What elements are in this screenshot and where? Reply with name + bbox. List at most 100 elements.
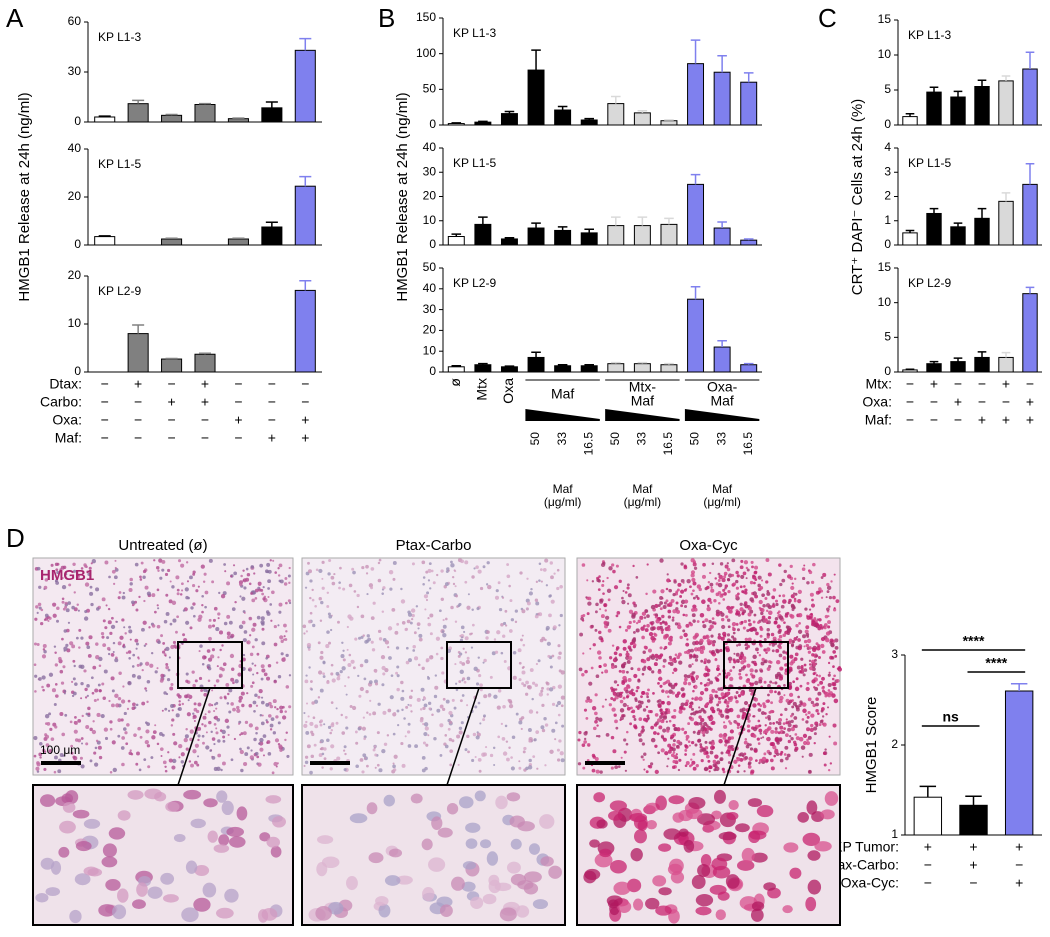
cell: [750, 747, 753, 750]
nucleus: [820, 809, 834, 819]
cell: [43, 644, 47, 648]
error-bar: [584, 229, 594, 233]
cell: [486, 630, 490, 634]
cell: [638, 700, 641, 703]
cell: [128, 650, 132, 654]
cell: [791, 594, 795, 598]
cell: [672, 619, 675, 622]
cell: [210, 731, 212, 733]
cell: [326, 630, 330, 634]
cell: [761, 711, 765, 715]
cell: [512, 736, 516, 740]
cell: [288, 705, 291, 708]
cell: [747, 725, 750, 728]
micrograph-title: Oxa-Cyc: [679, 537, 738, 554]
cell: [143, 621, 147, 625]
cell: [283, 624, 287, 628]
cell: [132, 703, 136, 707]
cell: [506, 758, 510, 762]
cell: [197, 734, 200, 737]
cell: [268, 570, 272, 574]
bar: [581, 233, 597, 245]
cell: [314, 744, 317, 747]
cell: [669, 656, 672, 659]
cell: [549, 750, 553, 754]
cell: [361, 566, 364, 569]
cell: [145, 586, 149, 590]
cell: [721, 625, 725, 629]
cell: [464, 681, 467, 684]
cell: [654, 662, 658, 666]
bar: [195, 354, 215, 372]
cell: [775, 617, 779, 621]
cell: [603, 663, 607, 667]
cell: [740, 603, 743, 606]
cell: [184, 738, 188, 742]
cell: [435, 674, 437, 676]
cell: [252, 674, 254, 676]
cell: [595, 693, 598, 696]
cell: [505, 725, 508, 728]
cell: [798, 646, 802, 650]
cell: [428, 707, 431, 710]
dose-unit: (μg/ml): [703, 495, 741, 509]
cell: [828, 662, 830, 664]
cell: [599, 770, 602, 773]
cell: [85, 696, 87, 698]
cell: [792, 680, 795, 683]
cell: [824, 748, 826, 750]
cell: [256, 672, 258, 674]
cell: [480, 587, 483, 590]
cell: [667, 627, 671, 631]
cell: [328, 612, 331, 615]
cell: [257, 616, 261, 620]
cell: [261, 697, 263, 699]
cell: [328, 559, 331, 562]
bar: [951, 227, 965, 245]
cell: [89, 728, 92, 731]
cell: [804, 668, 808, 672]
cell: [141, 562, 144, 565]
cell: [118, 596, 121, 599]
cell: [680, 590, 684, 594]
cell: [234, 601, 236, 603]
cell: [757, 652, 759, 654]
dose-label: 16.5: [741, 432, 755, 456]
cell: [323, 723, 325, 725]
cell: [747, 729, 750, 732]
cell: [365, 690, 368, 693]
significance-label: ****: [985, 655, 1007, 671]
cell: [440, 705, 444, 709]
cell: [658, 670, 661, 673]
cell: [99, 689, 102, 692]
cell: [609, 703, 612, 706]
cell: [278, 574, 280, 576]
cell: [202, 655, 206, 659]
cell: [660, 607, 663, 610]
cell: [657, 682, 660, 685]
nucleus: [237, 806, 248, 820]
nucleus: [69, 910, 81, 923]
cell: [827, 590, 830, 593]
dose-label: 50: [608, 432, 622, 446]
cell: [784, 753, 787, 756]
cell: [111, 653, 115, 657]
cell: [706, 607, 710, 611]
cell: [123, 626, 125, 628]
cell: [463, 648, 465, 650]
cell: [157, 570, 159, 572]
error-bar: [978, 209, 987, 219]
nucleus: [593, 792, 605, 802]
cell: [324, 757, 327, 760]
cell: [261, 722, 265, 726]
cell: [659, 626, 662, 629]
cell: [709, 741, 712, 744]
dose-label: 16.5: [581, 432, 595, 456]
cell: [450, 561, 453, 564]
cell: [375, 682, 378, 685]
cell: [649, 621, 652, 624]
cell: [208, 625, 212, 629]
cell: [642, 673, 645, 676]
cell: [77, 739, 81, 743]
nucleus: [440, 904, 453, 917]
